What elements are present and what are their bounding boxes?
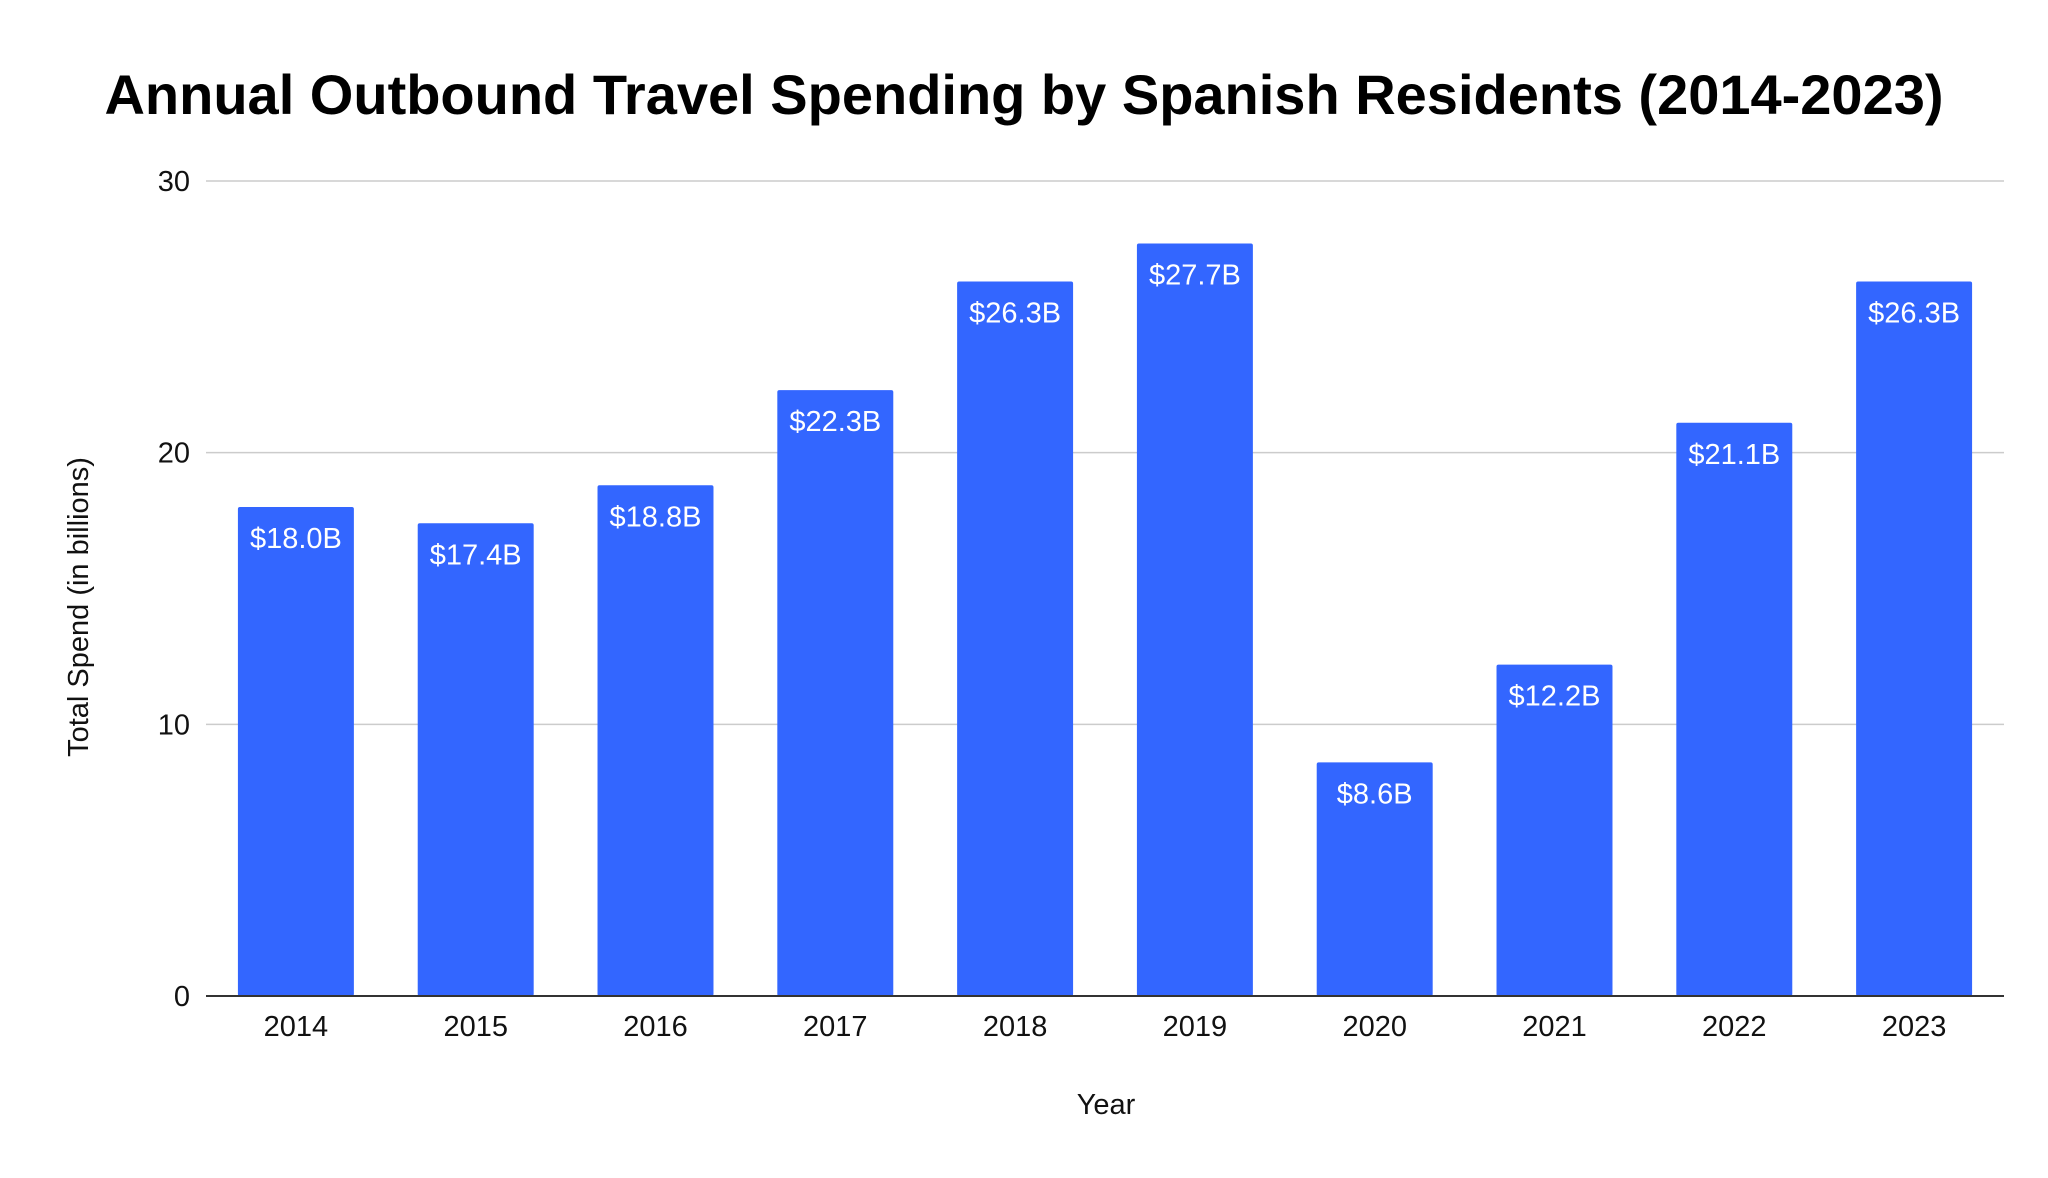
data-label: $26.3B <box>969 298 1061 330</box>
bar <box>1316 762 1433 996</box>
bar <box>597 485 714 996</box>
data-label: $26.3B <box>1868 298 1960 330</box>
x-axis-tick-labels: 2014 2015 2016 2017 2018 2019 2020 2021 2022 2023 <box>264 1011 1947 1043</box>
bar <box>1496 664 1613 996</box>
x-tick-label: 2018 <box>983 1011 1048 1043</box>
data-label: $18.0B <box>250 523 342 555</box>
data-labels: $18.0B $17.4B $18.8B $22.3B $26.3B $27.7B $8.6… <box>250 259 1960 810</box>
x-tick-label: 2023 <box>1882 1011 1947 1043</box>
x-tick-label: 2014 <box>264 1011 329 1043</box>
data-label: $12.2B <box>1509 681 1601 713</box>
bar <box>1856 281 1973 996</box>
bar <box>417 523 534 996</box>
x-tick-label: 2017 <box>803 1011 868 1043</box>
x-tick-label: 2021 <box>1522 1011 1587 1043</box>
x-tick-label: 2015 <box>443 1011 508 1043</box>
chart-title: Annual Outbound Travel Spending by Spani… <box>104 63 1944 126</box>
data-label: $22.3B <box>789 406 881 438</box>
y-axis-title: Total Spend (in billions) <box>63 457 95 757</box>
data-label: $27.7B <box>1149 259 1241 291</box>
y-tick-label: 0 <box>174 981 190 1013</box>
bar <box>957 281 1074 996</box>
x-tick-label: 2016 <box>623 1011 688 1043</box>
y-tick-label: 10 <box>158 709 190 741</box>
y-axis-tick-labels: 0 10 20 30 <box>158 166 190 1013</box>
bar <box>777 390 894 996</box>
x-tick-label: 2019 <box>1163 1011 1228 1043</box>
x-axis-title: Year <box>1077 1089 1136 1121</box>
x-tick-label: 2022 <box>1702 1011 1767 1043</box>
data-label: $18.8B <box>610 501 702 533</box>
bar <box>1676 422 1793 996</box>
y-tick-label: 30 <box>158 166 190 198</box>
data-label: $17.4B <box>430 539 522 571</box>
y-tick-label: 20 <box>158 438 190 470</box>
data-label: $8.6B <box>1337 778 1413 810</box>
bar <box>237 507 354 996</box>
bars <box>237 243 1973 996</box>
bar <box>1136 243 1253 996</box>
x-tick-label: 2020 <box>1342 1011 1407 1043</box>
data-label: $21.1B <box>1688 439 1780 471</box>
